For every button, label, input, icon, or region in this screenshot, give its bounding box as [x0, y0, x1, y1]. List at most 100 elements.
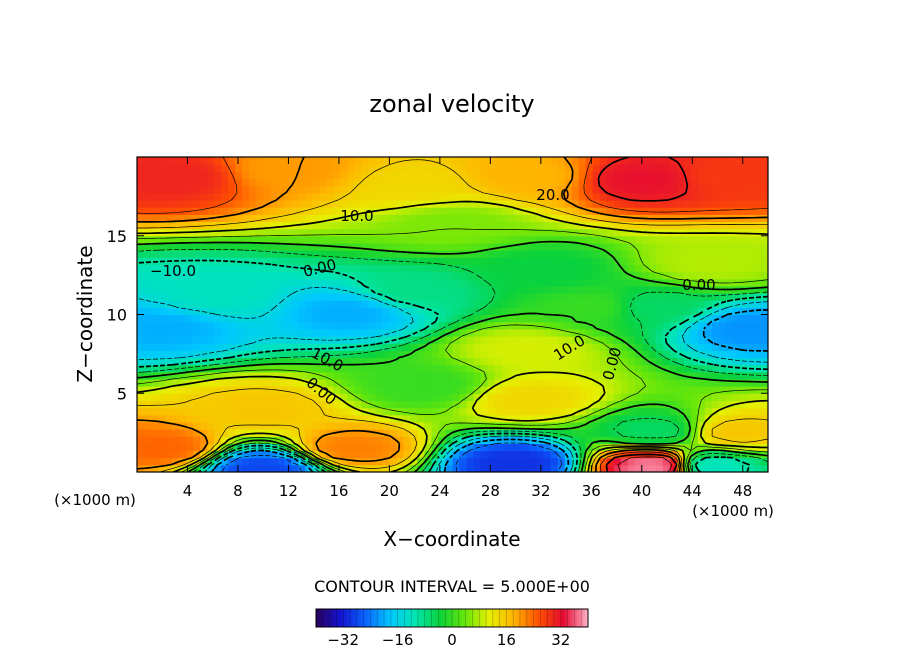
- heatmap-cell: [543, 199, 552, 208]
- heatmap-cell: [277, 321, 285, 330]
- heatmap-cell: [403, 335, 412, 344]
- heatmap-cell: [158, 436, 166, 444]
- heatmap-cell: [137, 257, 145, 265]
- heatmap-cell: [557, 400, 566, 409]
- heatmap-cell: [214, 314, 222, 323]
- heatmap-cell: [382, 364, 390, 373]
- heatmap-cell: [732, 199, 741, 208]
- colorbar: −32 −16 0 16 32: [315, 608, 589, 649]
- heatmap-cell: [137, 300, 145, 308]
- heatmap-cell: [508, 271, 517, 280]
- heatmap-cell: [249, 357, 257, 366]
- heatmap-cell: [158, 307, 166, 316]
- heatmap-cell: [760, 350, 768, 359]
- heatmap-cell: [165, 450, 173, 459]
- heatmap-cell: [214, 328, 222, 337]
- heatmap-cell: [753, 242, 762, 251]
- heatmap-cell: [431, 328, 440, 337]
- heatmap-cell: [165, 271, 173, 280]
- heatmap-cell: [613, 357, 622, 366]
- heatmap-cell: [739, 293, 748, 301]
- heatmap-cell: [214, 185, 222, 194]
- heatmap-cell: [186, 185, 194, 194]
- heatmap-cell: [557, 278, 566, 287]
- heatmap-cell: [473, 157, 482, 165]
- heatmap-cell: [298, 364, 306, 373]
- heatmap-cell: [172, 321, 180, 330]
- heatmap-cell: [613, 257, 622, 265]
- heatmap-cell: [368, 185, 376, 194]
- heatmap-cell: [291, 214, 299, 223]
- heatmap-cell: [620, 328, 629, 337]
- heatmap-cell: [235, 443, 243, 452]
- heatmap-cell: [466, 457, 475, 466]
- heatmap-cell: [158, 457, 166, 466]
- heatmap-cell: [186, 429, 194, 437]
- heatmap-cell: [361, 221, 369, 230]
- heatmap-cell: [739, 400, 748, 409]
- heatmap-cell: [480, 185, 489, 194]
- heatmap-cell: [235, 300, 243, 308]
- heatmap-cell: [207, 371, 215, 380]
- heatmap-cell: [410, 271, 419, 280]
- heatmap-cell: [333, 164, 341, 172]
- heatmap-cell: [221, 250, 229, 258]
- heatmap-cell: [361, 393, 369, 402]
- heatmap-cell: [382, 343, 390, 351]
- heatmap-cell: [438, 307, 447, 316]
- heatmap-cell: [459, 436, 468, 444]
- heatmap-cell: [417, 357, 426, 366]
- heatmap-cell: [529, 335, 538, 344]
- heatmap-cell: [494, 300, 503, 308]
- heatmap-cell: [165, 207, 173, 215]
- heatmap-cell: [193, 221, 201, 230]
- heatmap-cell: [158, 171, 166, 180]
- heatmap-cell: [452, 293, 461, 301]
- heatmap-cell: [515, 185, 524, 194]
- heatmap-cell: [172, 371, 180, 380]
- heatmap-cell: [585, 235, 594, 244]
- heatmap-cell: [305, 314, 313, 323]
- heatmap-cell: [424, 450, 433, 459]
- heatmap-cell: [305, 328, 313, 337]
- heatmap-cell: [690, 242, 699, 251]
- heatmap-cell: [354, 192, 362, 201]
- heatmap-cell: [732, 314, 741, 323]
- heatmap-cell: [417, 228, 426, 237]
- heatmap-cell: [452, 178, 461, 187]
- heatmap-cell: [221, 178, 229, 187]
- heatmap-cell: [753, 199, 762, 208]
- heatmap-cell: [445, 393, 454, 402]
- heatmap-cell: [466, 171, 475, 180]
- heatmap-cell: [200, 443, 208, 452]
- heatmap-cell: [200, 429, 208, 437]
- heatmap-cell: [732, 414, 741, 423]
- heatmap-cell: [515, 178, 524, 187]
- heatmap-cell: [557, 357, 566, 366]
- heatmap-cell: [361, 250, 369, 258]
- heatmap-cell: [186, 285, 194, 294]
- heatmap-cell: [326, 364, 334, 373]
- heatmap-cell: [459, 393, 468, 402]
- heatmap-cell: [256, 278, 264, 287]
- heatmap-cell: [403, 199, 412, 208]
- heatmap-cell: [263, 214, 271, 223]
- heatmap-cell: [718, 278, 727, 287]
- heatmap-cell: [753, 421, 762, 430]
- heatmap-cell: [333, 271, 341, 280]
- heatmap-cell: [634, 178, 643, 187]
- heatmap-cell: [375, 357, 383, 366]
- heatmap-cell: [480, 350, 489, 359]
- heatmap-cell: [144, 257, 152, 265]
- heatmap-cell: [620, 293, 629, 301]
- heatmap-cell: [340, 457, 348, 466]
- heatmap-cell: [249, 407, 257, 416]
- heatmap-cell: [578, 429, 587, 437]
- heatmap-cell: [676, 264, 685, 273]
- heatmap-cell: [753, 343, 762, 351]
- heatmap-cell: [242, 371, 250, 380]
- heatmap-cell: [165, 371, 173, 380]
- heatmap-cell: [207, 464, 215, 472]
- heatmap-cell: [452, 171, 461, 180]
- heatmap-cell: [753, 257, 762, 265]
